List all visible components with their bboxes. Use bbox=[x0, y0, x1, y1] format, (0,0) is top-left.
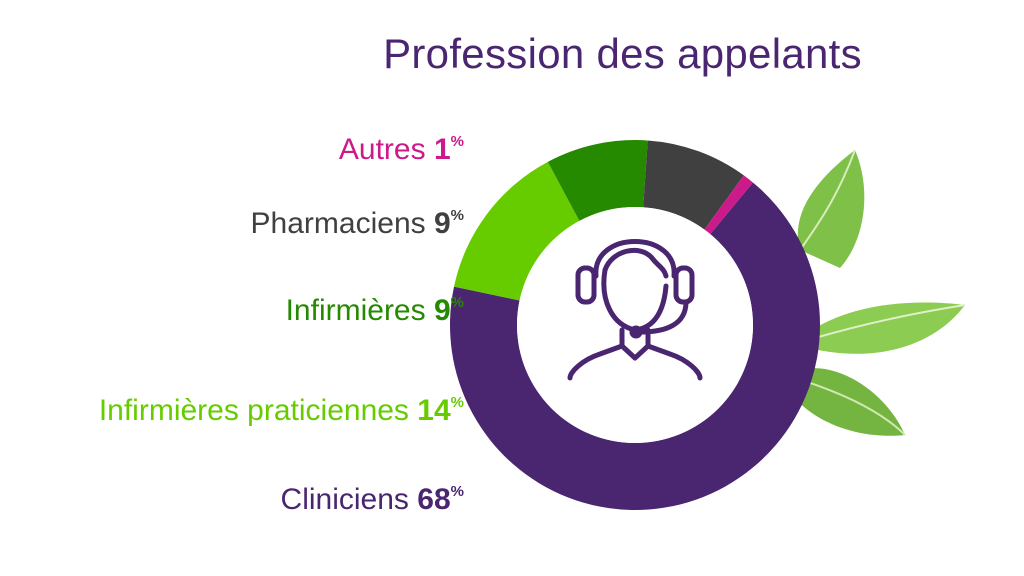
legend-autres-unit: % bbox=[450, 133, 464, 150]
legend-cliniciens-unit: % bbox=[450, 483, 464, 500]
legend-infirmieres-praticiennes: Infirmières praticiennes 14% bbox=[99, 394, 464, 428]
leaf-top bbox=[797, 150, 865, 268]
leaves-decoration bbox=[790, 149, 966, 436]
legend-infirmieres-unit: % bbox=[450, 294, 464, 311]
legend-infirmieres-value: 9 bbox=[433, 294, 451, 327]
legend-pharmaciens: Pharmaciens 9% bbox=[251, 207, 464, 241]
legend-pharmaciens-value: 9 bbox=[433, 207, 451, 240]
donut-slice-infirmieres-praticiennes bbox=[454, 161, 580, 301]
legend-pharmaciens-unit: % bbox=[450, 207, 464, 224]
donut-slice-cliniciens bbox=[450, 182, 821, 510]
legend-cliniciens: Cliniciens 68% bbox=[281, 483, 464, 517]
legend-infirmieres: Infirmières 9% bbox=[286, 294, 464, 328]
donut-slice-infirmieres bbox=[547, 140, 648, 221]
legend-infirmieres-praticiennes-value: 14 bbox=[417, 394, 451, 427]
legend-infirmieres-praticiennes-label: Infirmières praticiennes bbox=[98, 394, 409, 427]
legend-autres: Autres 1% bbox=[339, 133, 464, 167]
chart-title: Profession des appelants bbox=[383, 30, 862, 77]
legend-autres-value: 1 bbox=[433, 133, 451, 166]
legend-cliniciens-value: 68 bbox=[417, 483, 451, 516]
leaf-right bbox=[812, 302, 965, 354]
legend-cliniciens-label: Cliniciens bbox=[280, 483, 409, 516]
legend-infirmieres-praticiennes-unit: % bbox=[450, 394, 464, 411]
donut-slice-pharmaciens bbox=[643, 140, 744, 230]
legend-infirmieres-label: Infirmières bbox=[285, 294, 426, 327]
legend-pharmaciens-label: Pharmaciens bbox=[250, 207, 426, 240]
headset-agent-icon bbox=[567, 239, 703, 381]
donut-slice-autres bbox=[704, 175, 753, 235]
donut-hole bbox=[517, 207, 753, 443]
donut-ring bbox=[450, 140, 821, 510]
legend-autres-label: Autres bbox=[338, 133, 426, 166]
